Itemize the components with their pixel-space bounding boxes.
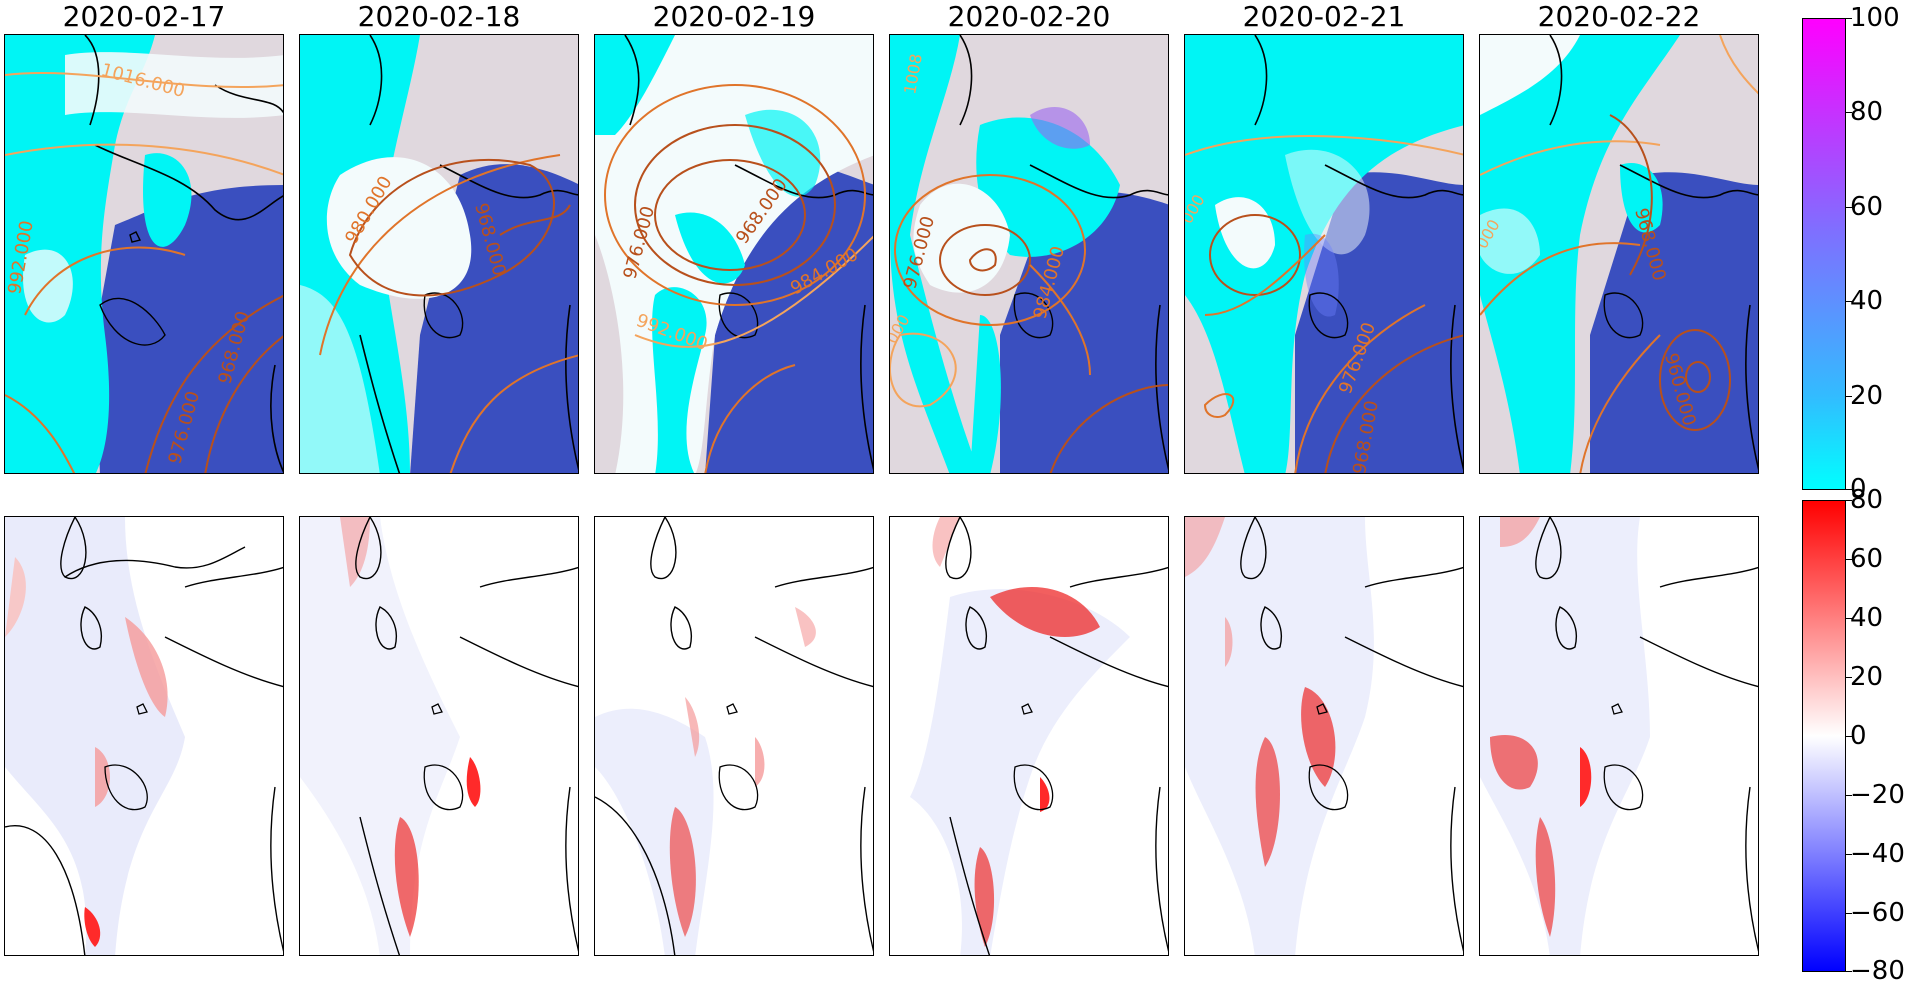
colorbar-bottom-tick: 80 <box>1850 485 1884 515</box>
colorbar-top-tick: 80 <box>1850 97 1884 127</box>
map-panel-top-2: 980.000 968.000 <box>299 34 579 474</box>
colorbar-bottom-tick: 40 <box>1850 603 1884 633</box>
map-panel-top-1: 1016.000 992.000 968.000 976.000 <box>4 34 284 474</box>
colorbar-bottom <box>1802 500 1846 972</box>
colorbar-bottom-tick: −20 <box>1850 780 1905 810</box>
diff-panel-5 <box>1184 516 1464 956</box>
colorbar-top-tick: 60 <box>1850 192 1884 222</box>
map-panel-top-5: 976.000 968.000 000 <box>1184 34 1464 474</box>
map-panel-top-4: 976.000 984.000 1008 000 <box>889 34 1169 474</box>
colorbar-bottom-tick: 20 <box>1850 662 1884 692</box>
colorbar-top <box>1802 18 1846 490</box>
colorbar-top-tick: 20 <box>1850 381 1884 411</box>
panel-title-6: 2020-02-22 <box>1537 0 1701 33</box>
colorbar-top-tick: 40 <box>1850 286 1884 316</box>
panel-title-2: 2020-02-18 <box>357 0 521 33</box>
diff-panel-3 <box>594 516 874 956</box>
diff-panel-2 <box>299 516 579 956</box>
map-panel-top-6: 968.000 960.000 000 <box>1479 34 1759 474</box>
panel-title-5: 2020-02-21 <box>1242 0 1406 33</box>
diff-panel-6 <box>1479 516 1759 956</box>
colorbar-top-tick: 0 <box>1850 474 1867 504</box>
panel-title-4: 2020-02-20 <box>947 0 1111 33</box>
diff-panel-1 <box>4 516 284 956</box>
diff-panel-4 <box>889 516 1169 956</box>
map-panel-top-3: 976.000 968.000 984.000 992.000 <box>594 34 874 474</box>
colorbar-top-tick: 100 <box>1850 3 1900 33</box>
colorbar-bottom-tick: 0 <box>1850 721 1867 751</box>
colorbar-bottom-tick: −60 <box>1850 898 1905 928</box>
panel-title-1: 2020-02-17 <box>62 0 226 33</box>
panel-title-3: 2020-02-19 <box>652 0 816 33</box>
colorbar-bottom-tick: −40 <box>1850 839 1905 869</box>
colorbar-bottom-tick: −80 <box>1850 956 1905 986</box>
colorbar-bottom-tick: 60 <box>1850 544 1884 574</box>
